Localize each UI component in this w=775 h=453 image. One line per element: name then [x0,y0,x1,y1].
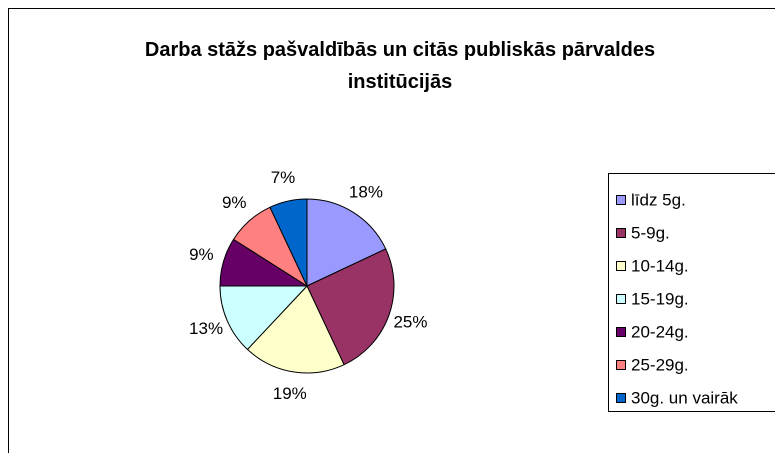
legend-label: 10-14g. [631,256,689,275]
data-label: 13% [189,319,223,338]
pie-slice [306,198,387,287]
legend-label: līdz 5g. [631,190,686,209]
legend-swatch [616,294,626,304]
legend-swatch [616,393,626,403]
chart-title: Darba stāžs pašvaldībās un citās publisk… [144,39,656,93]
pie-slice [269,198,308,287]
data-label: 9% [189,245,214,264]
legend-label: 5-9g. [631,223,670,242]
legend-swatch [616,360,626,370]
pie-slice [306,248,395,366]
legend-label: 25-29g. [631,355,689,374]
legend-label: 20-24g. [631,322,689,341]
legend-label: 30g. un vairāk [631,388,738,407]
data-label: 7% [271,168,296,187]
legend-swatch [616,327,626,337]
data-label: 19% [273,384,307,403]
legend-box [608,173,775,412]
legend-swatch [616,228,626,238]
data-label: 9% [222,193,247,212]
legend-label: 15-19g. [631,289,689,308]
pie-slice [246,285,345,374]
pie-slice [219,285,309,351]
legend-swatch [616,261,626,271]
legend-swatch [616,195,626,205]
data-label: 18% [349,183,383,202]
data-label: 25% [393,313,427,332]
